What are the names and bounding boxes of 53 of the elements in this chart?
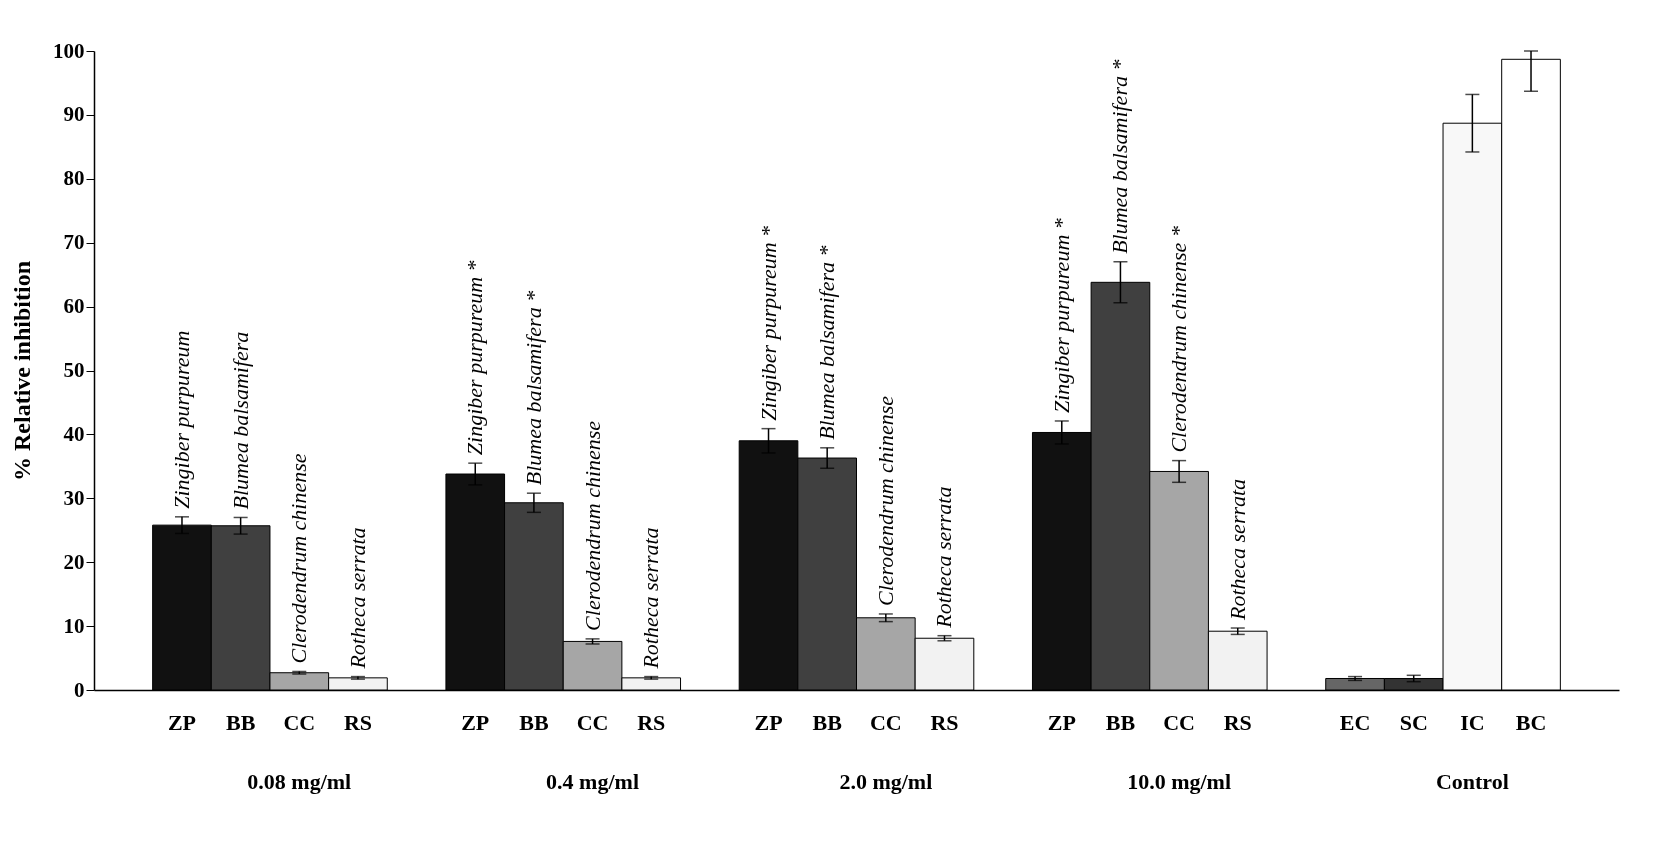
x-tick-label: CC — [1163, 709, 1195, 735]
x-tick-label: SC — [1399, 709, 1428, 735]
x-tick-label: ZP — [754, 709, 783, 735]
data-label: Zingiber purpureum * — [755, 225, 781, 421]
text: 0.4 mg/ml — [546, 769, 639, 794]
text: 2.0 mg/ml — [839, 769, 933, 794]
y-axis-title: % Relative inhibition — [9, 260, 35, 482]
data-label: Blumea balsamifera * — [1107, 59, 1133, 254]
data-label: Clerodendrum chinense * — [1166, 226, 1192, 453]
x-tick-label: ZP — [1047, 709, 1076, 735]
x-tick-label: BB — [519, 709, 549, 735]
text: Control — [1435, 769, 1509, 794]
y-tick-label: 80 — [63, 166, 85, 191]
data-label: Blumea balsamifera * — [520, 290, 546, 486]
x-tick-label: CC — [869, 709, 902, 735]
x-tick-label: RS — [1223, 709, 1252, 735]
y-tick-label: 70 — [63, 230, 85, 255]
x-tick-label: BB — [225, 709, 256, 735]
text: 10.0 mg/ml — [1127, 769, 1232, 794]
data-label: Clerodendrum chinense — [872, 395, 898, 606]
data-label: Rotheca serrata — [638, 527, 664, 670]
x-tick-label: RS — [637, 709, 666, 735]
x-tick-label: BB — [812, 709, 843, 735]
y-tick-label: 10 — [63, 613, 85, 638]
x-tick-label: BC — [1515, 709, 1547, 735]
y-tick-label: 20 — [63, 549, 85, 574]
y-tick-label: 40 — [63, 421, 85, 446]
x-tick-label: EC — [1339, 709, 1371, 735]
data-label: Rotheca serrata — [344, 527, 370, 670]
data-label: Zingiber purpureum — [168, 330, 194, 509]
x-tick-label: ZP — [167, 709, 197, 735]
data-label: Blumea balsamifera * — [814, 245, 840, 440]
data-label: Clerodendrum chinense — [579, 420, 605, 631]
x-tick-label: RS — [343, 709, 372, 735]
y-tick-label: 90 — [63, 102, 85, 127]
y-tick-label: 30 — [63, 485, 85, 510]
y-tick-label: 60 — [63, 294, 85, 319]
data-label: Zingiber purpureum * — [462, 260, 488, 456]
x-tick-label: ZP — [461, 709, 490, 735]
x-tick-label: RS — [930, 709, 959, 735]
x-tick-label: IC — [1460, 709, 1485, 735]
data-label: Rotheca serrata — [931, 486, 957, 629]
data-label: Rotheca serrata — [1224, 478, 1250, 622]
x-tick-label: CC — [576, 709, 609, 735]
x-tick-label: BB — [1105, 709, 1136, 735]
x-tick-label: CC — [283, 709, 316, 735]
y-tick-label: 100 — [53, 38, 85, 63]
data-label: Zingiber purpureum * — [1048, 218, 1074, 413]
data-label: Blumea balsamifera — [227, 331, 253, 510]
y-tick-label: 0 — [74, 677, 85, 702]
data-label: Clerodendrum chinense — [286, 453, 312, 664]
text: 0.08 mg/ml — [247, 769, 352, 794]
y-tick-label: 50 — [63, 358, 85, 382]
